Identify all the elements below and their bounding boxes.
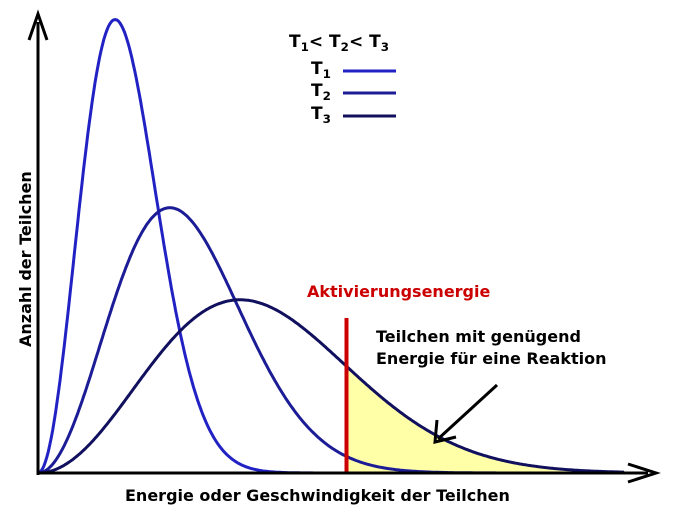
annotation-arrowhead [433,419,457,444]
legend-label-t1: T1 [311,59,331,81]
legend-title: T1< T2< T3 [289,32,389,54]
series-line-t1 [37,18,625,475]
subscript: 3 [380,40,389,55]
subscript: 2 [340,40,349,55]
annotation-arrow [436,383,499,441]
shaded-area [346,366,625,473]
y-axis-label: Anzahl der Teilchen [16,171,35,347]
legend-title-t3: < T [348,32,381,52]
label: T [311,104,323,124]
label: T [311,81,323,101]
x-axis-arrow [627,462,661,484]
x-axis-label: Energie oder Geschwindigkeit der Teilche… [125,486,510,505]
annotation-line1: Teilchen mit genügend [376,327,581,346]
legend-title-t2: < T [308,32,341,52]
subscript: 1 [322,67,331,82]
y-axis-arrow [27,9,49,41]
annotation-line2: Energie für eine Reaktion [376,349,607,368]
subscript: 1 [300,40,309,55]
series-line-t3 [38,298,625,475]
label: T [311,59,323,79]
legend-title-t1: T [289,32,301,52]
activation-energy-label: Aktivierungsenergie [307,282,491,301]
legend-label-t2: T2 [311,81,331,103]
subscript: 3 [322,112,331,127]
legend-label-t3: T3 [311,104,331,126]
subscript: 2 [322,89,331,104]
